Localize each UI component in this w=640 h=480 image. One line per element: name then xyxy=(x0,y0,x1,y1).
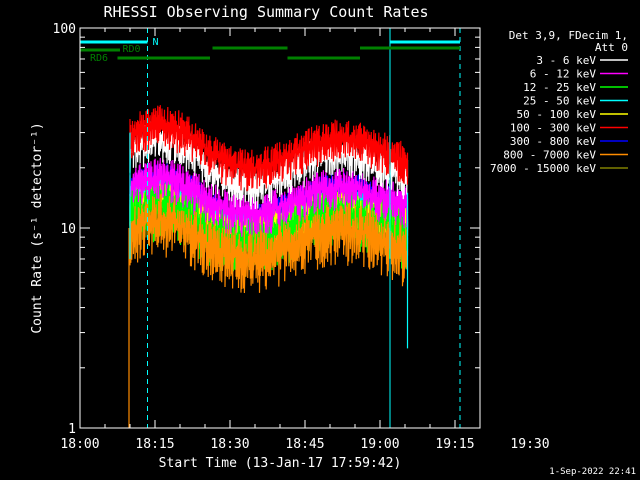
x-tick-label: 19:00 xyxy=(360,437,399,452)
legend-entry-label: 25 - 50 keV xyxy=(523,95,596,108)
legend-header-line1: Det 3,9, FDecim 1, xyxy=(509,29,628,42)
attenuator-bars-group: N RD0 RD6 xyxy=(80,37,460,64)
legend-entry-label: 12 - 25 keV xyxy=(523,81,596,94)
legend-entry-label: 100 - 300 keV xyxy=(510,122,596,135)
legend-entry-label: 50 - 100 keV xyxy=(517,108,597,121)
x-axis-ticks: 18:00 18:15 18:30 18:45 19:00 19:15 19:30 xyxy=(60,28,550,452)
y-axis-label: Count Rate (s⁻¹ detector⁻¹) xyxy=(30,122,45,333)
x-tick-label: 18:00 xyxy=(60,437,99,452)
y-tick-label: 100 xyxy=(53,22,76,37)
attenuator-bar-label: N xyxy=(153,37,159,48)
x-tick-label: 19:15 xyxy=(435,437,474,452)
time-markers-group xyxy=(147,28,461,428)
attenuator-bar-label: RD6 xyxy=(90,53,108,64)
series-line xyxy=(129,105,409,192)
legend-entry-label: 300 - 800 keV xyxy=(510,135,596,148)
x-tick-label: 18:15 xyxy=(135,437,174,452)
x-tick-label: 18:45 xyxy=(285,437,324,452)
attenuator-bar-label: RD0 xyxy=(123,44,141,55)
series-line xyxy=(129,193,409,294)
y-tick-label: 10 xyxy=(60,222,76,237)
x-tick-label: 19:30 xyxy=(510,437,549,452)
series-line xyxy=(129,157,409,238)
series-line xyxy=(129,120,409,210)
y-tick-label: 1 xyxy=(68,422,76,437)
legend-entry-label: 800 - 7000 keV xyxy=(503,149,596,162)
legend-entry-label: 7000 - 15000 keV xyxy=(490,162,596,175)
x-tick-label: 18:30 xyxy=(210,437,249,452)
date-stamp: 1-Sep-2022 22:41 xyxy=(549,467,636,477)
legend-entry-label: 3 - 6 keV xyxy=(536,54,596,67)
x-axis-label: Start Time (13-Jan-17 17:59:42) xyxy=(159,456,402,471)
legend-entry-label: 6 - 12 keV xyxy=(530,68,597,81)
legend-header-line2: Att 0 xyxy=(595,41,628,54)
y-axis-ticks: 1 10 100 xyxy=(53,22,480,437)
plot-series-group xyxy=(128,105,409,428)
chart-title: RHESSI Observing Summary Count Rates xyxy=(103,3,428,21)
